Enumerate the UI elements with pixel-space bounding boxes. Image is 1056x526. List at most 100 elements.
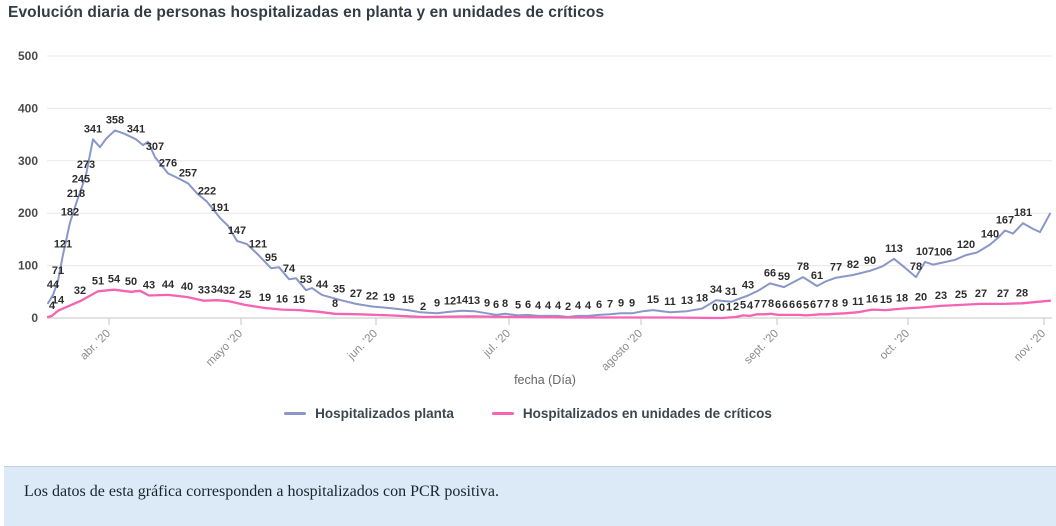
- x-tick-label: agosto '20: [599, 328, 645, 374]
- data-label: 8: [832, 298, 838, 310]
- data-label: 4: [555, 300, 562, 312]
- data-label: 54: [108, 274, 121, 286]
- data-label: 5: [740, 299, 746, 311]
- legend-item-planta[interactable]: Hospitalizados planta: [284, 406, 454, 421]
- data-label: 32: [223, 285, 235, 297]
- data-label: 2: [733, 301, 739, 313]
- data-label: 19: [259, 292, 271, 304]
- data-label: 82: [847, 259, 859, 271]
- data-label: 9: [842, 297, 848, 309]
- data-label: 44: [47, 279, 60, 291]
- x-tick-label: jun. '20: [345, 328, 380, 363]
- y-tick-label: 100: [18, 259, 38, 273]
- data-label: 121: [54, 239, 72, 251]
- data-label: 33: [198, 285, 210, 297]
- data-label: 167: [996, 214, 1014, 226]
- data-label: 8: [768, 298, 774, 310]
- data-label: 32: [74, 285, 86, 297]
- data-label: 8: [502, 298, 508, 310]
- data-label: 40: [181, 281, 193, 293]
- y-tick-label: 0: [31, 311, 38, 325]
- data-label: 15: [402, 294, 414, 306]
- x-tick-label: sept. '20: [742, 328, 781, 367]
- data-label: 27: [997, 288, 1009, 300]
- footer-note-text: Los datos de esta gráfica corresponden a…: [24, 483, 499, 500]
- data-label: 13: [468, 295, 480, 307]
- data-label: 53: [300, 274, 312, 286]
- data-label: 14: [52, 295, 65, 307]
- data-label: 9: [618, 297, 624, 309]
- x-tick-label: mayo '20: [204, 328, 245, 369]
- data-label: 181: [1014, 207, 1032, 219]
- data-label: 95: [265, 252, 277, 264]
- data-label: 7: [754, 298, 760, 310]
- data-label: 307: [146, 141, 164, 153]
- page-title: Evolución diaria de personas hospitaliza…: [8, 4, 605, 21]
- data-label: 18: [696, 293, 708, 305]
- data-label: 7: [607, 298, 613, 310]
- data-label: 74: [283, 263, 296, 275]
- data-label: 245: [72, 174, 90, 186]
- data-label: 6: [525, 299, 531, 311]
- data-label: 6: [810, 299, 816, 311]
- data-label: 273: [77, 159, 95, 171]
- data-label: 140: [981, 229, 999, 241]
- data-label: 7: [817, 298, 823, 310]
- legend-item-criticos[interactable]: Hospitalizados en unidades de críticos: [491, 406, 772, 421]
- legend-label-planta: Hospitalizados planta: [315, 406, 454, 421]
- data-label: 0: [719, 302, 725, 314]
- data-label: 4: [49, 300, 56, 312]
- data-label: 5: [803, 299, 809, 311]
- data-label: 6: [789, 299, 795, 311]
- data-label: 16: [276, 294, 288, 306]
- data-label: 276: [159, 157, 177, 169]
- data-label: 107: [916, 246, 934, 258]
- data-label: 182: [61, 207, 79, 219]
- data-label: 34: [211, 284, 224, 296]
- y-tick-label: 500: [18, 49, 38, 63]
- data-label: 8: [332, 298, 338, 310]
- data-label: 9: [629, 297, 635, 309]
- data-label: 16: [866, 294, 878, 306]
- data-label: 4: [747, 300, 754, 312]
- data-label: 13: [681, 295, 693, 307]
- data-label: 120: [957, 239, 975, 251]
- x-tick-label: jul. '20: [481, 328, 513, 360]
- data-label: 43: [143, 279, 155, 291]
- data-label: 222: [198, 186, 216, 198]
- data-label: 11: [664, 296, 676, 308]
- data-label: 50: [125, 276, 137, 288]
- data-label: 77: [830, 262, 842, 274]
- legend-line-swatch-criticos: [491, 412, 514, 415]
- data-label: 11: [852, 296, 864, 308]
- data-label: 28: [1016, 287, 1028, 299]
- data-label: 34: [710, 284, 723, 296]
- data-label: 341: [127, 123, 145, 135]
- legend-label-criticos: Hospitalizados en unidades de críticos: [522, 406, 772, 421]
- series-line-planta[interactable]: [47, 129, 1051, 318]
- y-tick-label: 300: [18, 154, 38, 168]
- series-line-criticos[interactable]: [46, 288, 1052, 320]
- data-label: 2: [565, 301, 571, 313]
- data-label: 6: [796, 299, 802, 311]
- data-label: 6: [596, 299, 602, 311]
- data-label: 23: [935, 290, 947, 302]
- data-label: 44: [162, 279, 175, 291]
- x-tick-label: abr. '20: [78, 328, 113, 363]
- data-label: 4: [585, 300, 592, 312]
- data-label: 14: [456, 295, 469, 307]
- data-label: 78: [797, 261, 809, 273]
- data-label: 113: [885, 243, 903, 255]
- data-label: 31: [725, 286, 737, 298]
- data-label: 4: [545, 300, 552, 312]
- x-tick-label: nov. '20: [1012, 328, 1048, 364]
- data-label: 7: [761, 298, 767, 310]
- data-label: 90: [864, 255, 876, 267]
- data-label: 4: [575, 300, 582, 312]
- data-label: 1: [726, 301, 732, 313]
- data-label: 78: [910, 261, 922, 273]
- data-label: 25: [955, 289, 967, 301]
- data-label: 4: [535, 300, 542, 312]
- data-label: 27: [975, 288, 987, 300]
